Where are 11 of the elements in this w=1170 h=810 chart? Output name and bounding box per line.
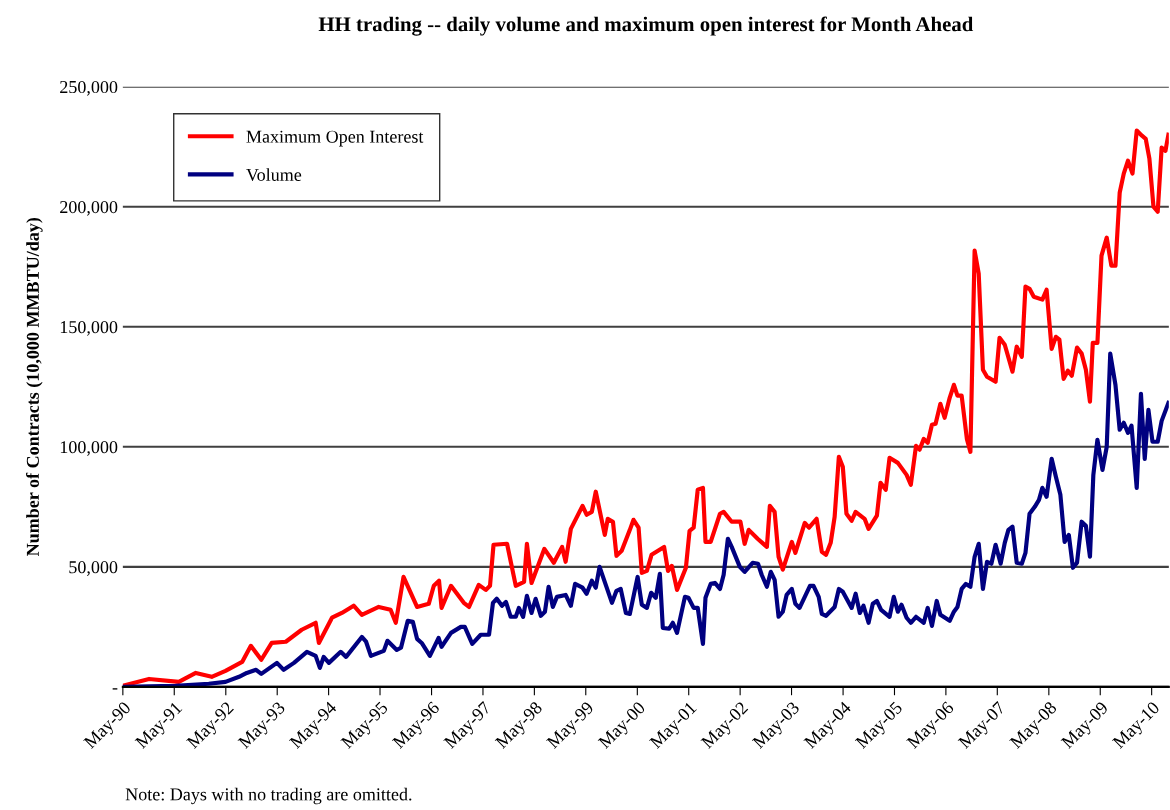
y-tick-label: - <box>112 688 118 690</box>
y-tick-label: 100,000 <box>60 441 118 456</box>
y-tick-label: 150,000 <box>60 321 118 336</box>
legend-label: Volume <box>246 168 302 182</box>
chart-title: HH trading -- daily volume and maximum open interest for Month Ahead <box>318 16 974 36</box>
legend-label: Maximum Open Interest <box>246 130 424 147</box>
y-axis-title: Number of Contracts (10,000 MMBTU/day) <box>26 217 43 557</box>
y-tick-label: 50,000 <box>69 561 118 576</box>
y-tick-label: 250,000 <box>60 80 118 96</box>
text: Note: Days with no trading are omitted. <box>125 787 412 805</box>
y-tick-label: 200,000 <box>60 200 118 216</box>
